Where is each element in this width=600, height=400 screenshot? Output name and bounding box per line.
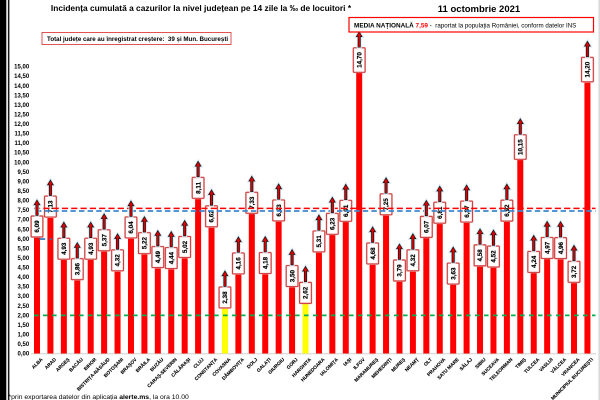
svg-text:5,00: 5,00	[18, 256, 30, 262]
svg-text:*prin exportarea datelor din a: *prin exportarea datelor din aplicația a…	[9, 394, 189, 400]
svg-text:13,50: 13,50	[14, 93, 30, 99]
svg-text:11,50: 11,50	[15, 132, 30, 138]
svg-text:2,50: 2,50	[18, 304, 30, 310]
svg-text:3,86: 3,86	[74, 263, 81, 276]
svg-text:7,33: 7,33	[249, 196, 256, 209]
svg-text:3,50: 3,50	[289, 269, 296, 282]
svg-text:5,31: 5,31	[316, 235, 323, 248]
svg-text:OLT: OLT	[423, 357, 434, 368]
svg-text:8,00: 8,00	[18, 199, 30, 205]
svg-text:Total județe care au înregistr: Total județe care au înregistrat creșter…	[47, 36, 228, 43]
svg-text:7,13: 7,13	[48, 200, 55, 213]
svg-text:12,00: 12,00	[14, 122, 30, 128]
svg-text:4,93: 4,93	[61, 242, 68, 255]
svg-text:2,00: 2,00	[18, 313, 30, 319]
svg-text:6,92: 6,92	[504, 204, 511, 217]
svg-text:5,37: 5,37	[101, 234, 108, 247]
svg-text:14,70: 14,70	[356, 52, 363, 68]
svg-text:6,81: 6,81	[437, 206, 444, 219]
svg-text:4,49: 4,49	[155, 250, 162, 263]
svg-text:4,16: 4,16	[236, 257, 243, 270]
svg-text:7,25: 7,25	[383, 198, 390, 211]
svg-text:4,97: 4,97	[544, 241, 551, 254]
svg-text:10,00: 10,00	[14, 160, 30, 166]
svg-text:5,02: 5,02	[182, 240, 189, 253]
svg-text:3,72: 3,72	[571, 265, 578, 278]
svg-text:IAȘI: IAȘI	[342, 357, 353, 368]
svg-text:6,23: 6,23	[330, 217, 337, 230]
svg-text:5,22: 5,22	[142, 237, 149, 250]
svg-text:4,58: 4,58	[477, 249, 484, 262]
svg-text:15,00: 15,00	[14, 65, 30, 71]
svg-text:6,04: 6,04	[128, 221, 135, 234]
svg-text:3,00: 3,00	[18, 294, 30, 300]
svg-text:4,93: 4,93	[88, 242, 95, 255]
svg-text:11 octombrie 2021: 11 octombrie 2021	[438, 4, 521, 15]
svg-text:5,50: 5,50	[18, 246, 30, 252]
svg-text:4,44: 4,44	[168, 251, 175, 264]
svg-text:6,50: 6,50	[18, 227, 30, 233]
svg-text:6,07: 6,07	[424, 220, 431, 233]
svg-text:3,79: 3,79	[397, 264, 404, 277]
svg-text:1,00: 1,00	[18, 332, 30, 338]
svg-text:6,09: 6,09	[34, 220, 41, 233]
svg-text:2,62: 2,62	[303, 286, 310, 299]
svg-text:9,50: 9,50	[18, 170, 30, 176]
svg-text:6,62: 6,62	[209, 210, 216, 223]
svg-text:6,00: 6,00	[18, 237, 30, 243]
svg-text:4,32: 4,32	[115, 254, 122, 267]
svg-text:14,00: 14,00	[14, 84, 30, 90]
svg-text:12,50: 12,50	[14, 112, 30, 118]
svg-text:2,38: 2,38	[222, 291, 229, 304]
svg-text:11,00: 11,00	[15, 141, 30, 147]
svg-text:14,20: 14,20	[585, 61, 592, 77]
svg-text:3,63: 3,63	[450, 267, 457, 280]
svg-text:4,68: 4,68	[370, 247, 377, 260]
svg-text:7,00: 7,00	[18, 218, 30, 224]
svg-text:14,50: 14,50	[14, 74, 30, 80]
svg-text:8,11: 8,11	[195, 181, 202, 193]
svg-text:4,96: 4,96	[558, 241, 565, 254]
svg-text:Incidența cumulată a cazurilor: Incidența cumulată a cazurilor la nivel …	[51, 3, 352, 13]
svg-text:MEDIA NAȚIONALĂ 7,59 - raport: MEDIA NAȚIONALĂ 7,59 - raportat la popul…	[354, 20, 576, 29]
svg-text:4,24: 4,24	[531, 255, 538, 268]
svg-text:8,50: 8,50	[18, 189, 30, 195]
svg-text:10,15: 10,15	[518, 139, 525, 155]
svg-text:4,18: 4,18	[262, 256, 269, 269]
svg-text:4,50: 4,50	[18, 266, 30, 272]
svg-text:4,00: 4,00	[18, 275, 30, 281]
svg-text:3,50: 3,50	[18, 285, 30, 291]
svg-text:4,32: 4,32	[410, 254, 417, 267]
svg-text:0,50: 0,50	[18, 342, 30, 348]
svg-text:13,00: 13,00	[14, 103, 30, 109]
svg-text:7,50: 7,50	[18, 208, 30, 214]
svg-text:9,00: 9,00	[18, 179, 30, 185]
svg-text:1,50: 1,50	[18, 323, 30, 329]
svg-text:10,50: 10,50	[14, 151, 30, 157]
svg-text:4,52: 4,52	[491, 250, 498, 263]
svg-text:0,00: 0,00	[18, 352, 30, 358]
